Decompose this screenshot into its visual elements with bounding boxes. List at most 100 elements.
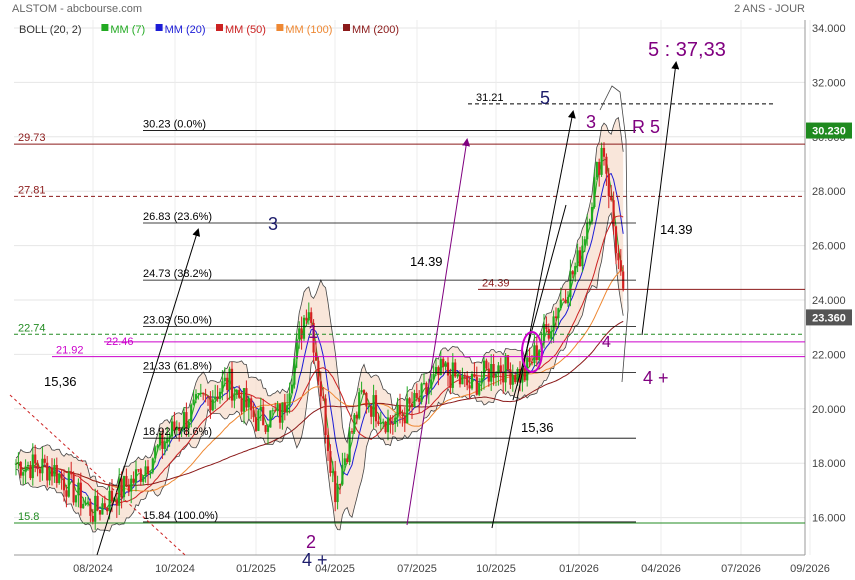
candle-body [434, 367, 438, 374]
candle-body [571, 271, 574, 275]
candle-body [290, 384, 294, 394]
candle-body [182, 412, 186, 430]
candle-body [235, 390, 238, 394]
candle-body [523, 368, 526, 381]
candle-body [564, 299, 567, 304]
candle-body [62, 478, 66, 491]
y-tick-label: 16.000 [812, 513, 846, 525]
candle-body [84, 502, 87, 504]
candle-body [578, 250, 582, 267]
candle-body [432, 373, 435, 380]
candle-body [552, 316, 555, 332]
candle-body [389, 417, 392, 424]
x-tick-label: 04/2025 [315, 563, 355, 575]
candle-body [365, 392, 368, 407]
candle-body [562, 299, 565, 301]
candle-body [127, 486, 130, 492]
candle-body [19, 461, 22, 476]
candle-body [41, 458, 44, 474]
candle-body [293, 358, 296, 385]
candle-body [48, 468, 51, 481]
candle-body [151, 458, 154, 473]
candle-body [120, 478, 123, 498]
candle-body [346, 458, 349, 463]
candle-body [542, 324, 546, 344]
y-tick-label: 34.000 [812, 23, 846, 35]
candle-body [463, 374, 466, 376]
x-tick-label: 07/2025 [397, 563, 437, 575]
candle-body [298, 328, 301, 340]
chart-title: ALSTOM - abcbourse.com [12, 3, 142, 15]
fib-label: 15.84 (100.0%) [143, 510, 218, 522]
candle-body [91, 515, 94, 522]
candle-body [206, 395, 210, 397]
candle-body [137, 469, 140, 471]
candle-body [473, 373, 476, 377]
candles [14, 142, 625, 530]
candle-body [250, 398, 253, 411]
candle-body [72, 474, 75, 503]
x-tick-label: 10/2024 [155, 563, 195, 575]
candle-body [487, 368, 490, 382]
bollinger-lower [15, 211, 624, 533]
arrow-line [491, 110, 576, 529]
candle-body [163, 442, 166, 449]
candle-body [79, 482, 82, 509]
candle-body [379, 422, 382, 425]
candle-body [36, 463, 39, 470]
candle-body [269, 410, 272, 428]
candle-body [139, 469, 142, 482]
candle-body [209, 396, 212, 411]
candle-body [336, 484, 339, 503]
candle-body [247, 398, 250, 408]
candle-body [60, 473, 63, 479]
candle-body [257, 410, 260, 431]
arrow-line [96, 228, 201, 556]
candle-body [372, 395, 375, 417]
candle-body [538, 350, 541, 360]
candle-body [497, 365, 500, 375]
candle-body [470, 373, 474, 389]
candle-body [146, 466, 150, 475]
candle-body [194, 394, 198, 400]
candle-body [305, 317, 308, 321]
legend-swatch [216, 24, 223, 31]
candle-body [271, 410, 274, 412]
fib-label: 21.33 (61.8%) [143, 361, 212, 373]
y-tick-label: 22.000 [812, 349, 846, 361]
candle-body [324, 398, 327, 435]
candle-body [154, 447, 157, 459]
candle-body [444, 362, 447, 367]
candle-body [168, 436, 171, 438]
candle-body [226, 377, 229, 390]
candle-body [494, 374, 498, 378]
candle-body [125, 475, 128, 487]
candle-body [262, 406, 265, 426]
candle-body [377, 421, 380, 425]
candle-body [614, 226, 618, 254]
candle-body [598, 161, 601, 175]
candle-body [499, 365, 502, 373]
candle-body [326, 434, 330, 452]
candle-body [576, 250, 579, 267]
candle-body [360, 390, 363, 393]
candle-body [348, 431, 351, 463]
candle-body [317, 360, 320, 382]
measure-label: 14.39 [660, 222, 693, 237]
candle-body [122, 475, 126, 498]
candle-body [456, 374, 459, 377]
legend-item: MM (20) [165, 24, 206, 36]
candle-body [391, 423, 394, 425]
candle-body [384, 421, 387, 433]
candle-body [132, 478, 135, 483]
candle-body [550, 331, 553, 339]
candle-body [449, 375, 452, 388]
ma-200-line [15, 320, 624, 487]
candle-body [528, 357, 531, 362]
band-projection [599, 85, 629, 383]
legend-swatch [276, 24, 284, 31]
candle-body [86, 501, 90, 503]
candle-body [22, 472, 25, 476]
